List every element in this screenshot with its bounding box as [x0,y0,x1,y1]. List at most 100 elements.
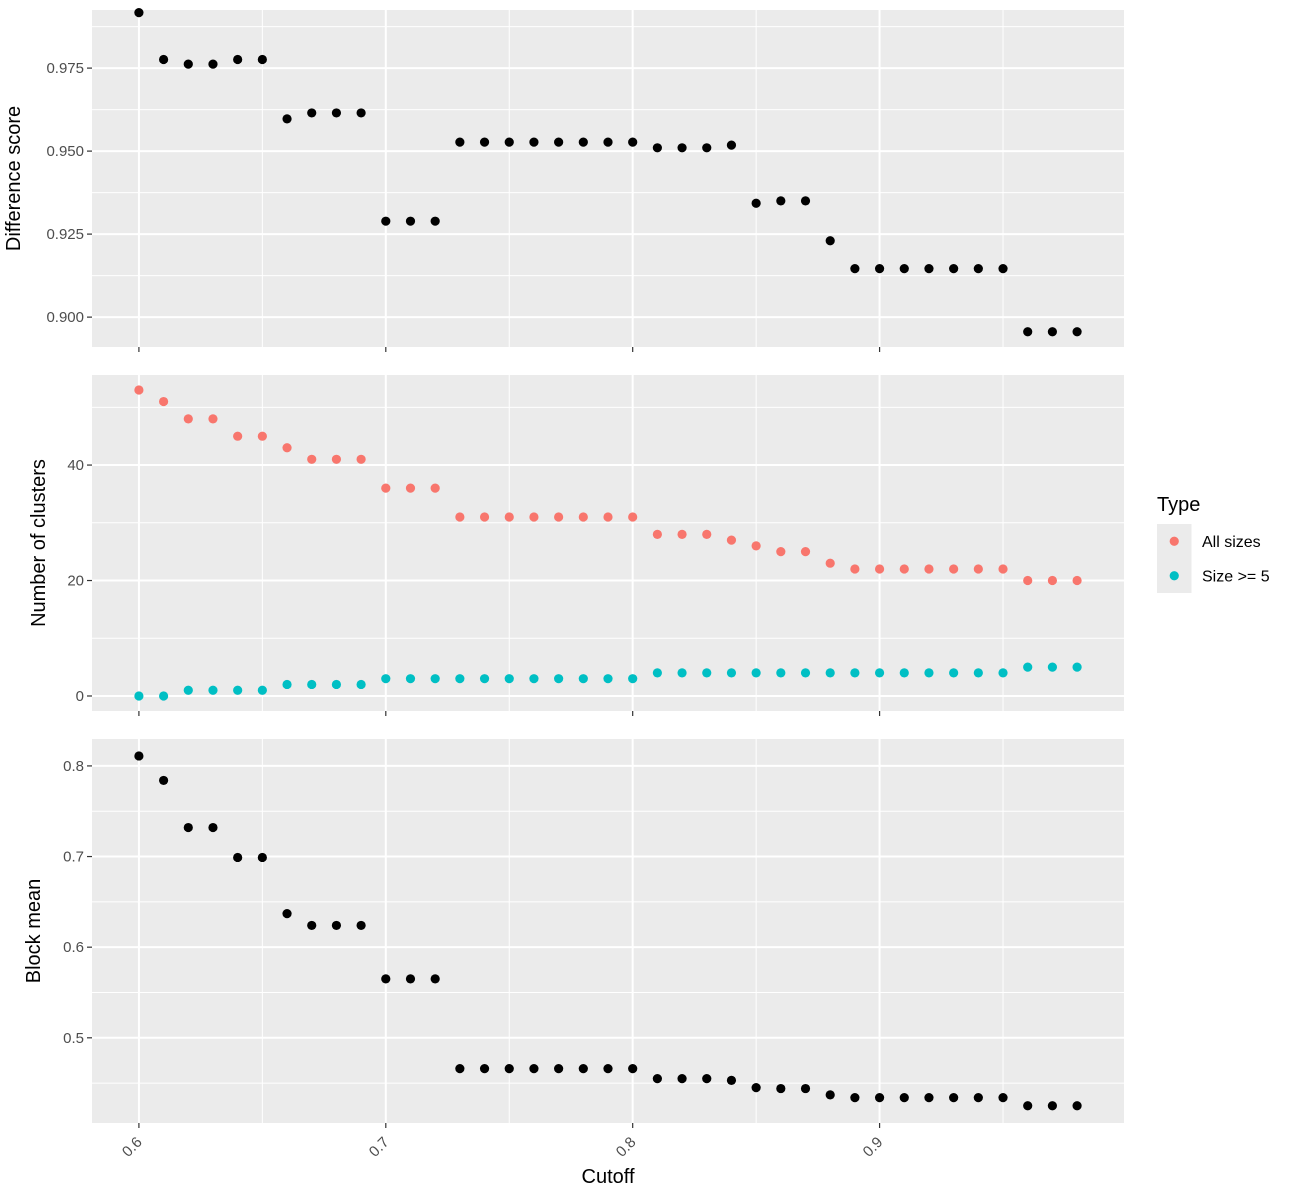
data-point [825,558,835,568]
data-point [800,668,811,678]
legend: Type All sizes Size >= 5 [1157,494,1270,593]
data-point [134,691,144,701]
data-point [776,547,786,557]
data-point [504,674,514,684]
legend-label: Size >= 5 [1202,569,1270,586]
series-1 [134,751,1082,1111]
y-tick-label: 0.975 [46,60,84,77]
data-point [776,668,786,678]
data-point [998,668,1008,678]
x-axis-title: Cutoff [582,1166,635,1188]
data-point [751,541,761,551]
legend-items: All sizes Size >= 5 [1157,524,1270,593]
legend-label: All sizes [1202,534,1261,551]
data-point [949,264,959,274]
data-point [628,137,638,147]
legend-item: Size >= 5 [1157,558,1270,593]
data-point [1023,327,1033,337]
data-point [899,264,909,274]
data-point [479,1064,490,1074]
data-point [726,535,737,545]
data-point [356,920,366,931]
y-tick-label: 0.900 [46,309,84,326]
data-point [1023,662,1033,672]
y-tick-label: 0.7 [63,849,84,866]
data-point [924,564,934,574]
y-axis-title: Block mean [23,879,45,984]
data-point [554,1064,564,1074]
data-point [702,1073,712,1084]
panel-background [92,10,1124,347]
data-point [850,564,860,574]
data-point [578,674,588,684]
data-point [1072,662,1082,672]
data-point [529,137,539,147]
data-point [307,679,317,690]
data-point [455,137,465,147]
data-point [504,137,514,147]
data-point [233,431,243,441]
data-point [504,512,514,522]
data-point [899,1093,909,1103]
data-point [381,974,391,984]
data-point [652,1073,662,1084]
data-point [356,454,366,464]
data-point [1072,1101,1082,1111]
data-point [702,143,712,153]
y-tick-label: 0.5 [63,1030,84,1047]
data-point [949,668,959,678]
data-point [973,264,983,274]
data-point [356,679,366,690]
data-point [405,974,416,984]
panel-background [92,739,1124,1123]
data-point [1047,1101,1058,1111]
data-point [430,216,440,226]
panel-2: 0 20 40 Number of clusters [28,375,1124,716]
data-point [158,775,169,786]
x-tick-label: 0.8 [613,1134,640,1161]
data-point [949,564,959,574]
data-point [603,137,613,147]
data-point [825,668,835,678]
data-point [973,668,983,678]
data-point [307,108,317,118]
data-point [405,216,416,226]
data-point [924,1093,934,1103]
data-point [307,920,317,931]
data-point [677,143,687,153]
data-point [529,512,539,522]
series-1 [134,385,1082,586]
data-point [702,668,712,678]
data-point [455,1064,465,1074]
data-point [578,1064,588,1074]
data-point [331,454,342,464]
data-point [949,1093,959,1103]
data-point [331,679,342,690]
data-point [874,668,885,678]
legend-item: All sizes [1157,524,1261,559]
data-point [726,668,737,678]
data-point [430,974,440,984]
data-point [776,1083,786,1094]
data-point [381,674,391,684]
y-tick-label: 0 [76,688,84,705]
data-point [850,1093,860,1103]
x-tick-label: 0.6 [119,1134,146,1161]
data-point [554,512,564,522]
data-point [430,674,440,684]
data-point [134,385,144,395]
panels-group: 0.900 0.925 0.950 0.975 Difference score 0 20 4… [3,8,1124,1161]
data-point [208,59,218,69]
data-point [554,674,564,684]
data-point [874,1093,885,1103]
data-point [800,547,811,557]
data-point [430,483,440,493]
data-point [726,140,737,150]
data-point [554,137,564,147]
data-point [282,114,292,124]
y-tick-label: 0.6 [63,939,84,956]
data-point [874,264,885,274]
y-tick-label: 0.950 [46,143,84,160]
data-point [1072,327,1082,337]
data-point [973,1093,983,1103]
